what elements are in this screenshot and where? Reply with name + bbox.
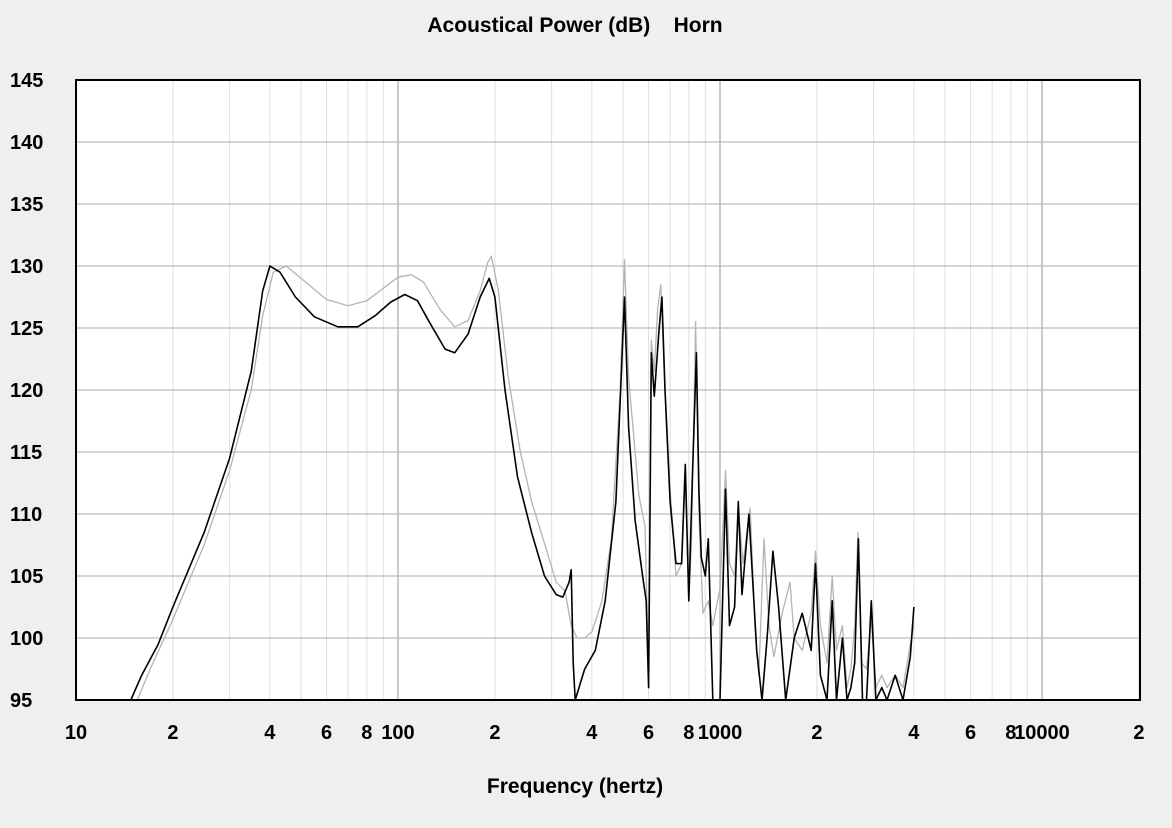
x-tick-label: 10000: [1014, 722, 1070, 744]
x-tick-label: 4: [264, 722, 276, 744]
x-axis-label: Frequency (hertz): [486, 775, 664, 798]
series-group: [130, 255, 915, 701]
y-tick-label: 140: [10, 132, 43, 154]
x-tick-label: 2: [1133, 722, 1144, 744]
x-tick-label: 6: [965, 722, 976, 744]
grid: [76, 80, 1140, 700]
x-tick-label: 6: [321, 722, 332, 744]
x-tick-label: 8: [361, 722, 372, 744]
x-tick-label: 8: [1005, 722, 1016, 744]
y-tick-label: 95: [10, 690, 32, 712]
y-tick-label: 110: [10, 504, 42, 526]
x-tick-label: 2: [489, 722, 500, 744]
x-tick-label: 4: [908, 722, 920, 744]
x-tick-label: 6: [643, 722, 654, 744]
y-tick-label: 120: [10, 380, 43, 402]
y-tick-label: 125: [10, 318, 43, 340]
x-tick-label: 10: [65, 722, 87, 744]
x-tick-label: 4: [586, 722, 598, 744]
series-line-2: [130, 265, 915, 701]
x-tick-label: 8: [683, 722, 694, 744]
x-tick-label: 100: [381, 722, 414, 744]
y-tick-label: 100: [10, 628, 43, 650]
y-tick-label: 135: [10, 194, 43, 216]
y-tick-label: 105: [10, 566, 43, 588]
chart-title: Acoustical Power (dB) Horn: [427, 14, 723, 37]
y-tick-label: 115: [10, 442, 42, 464]
y-tick-label: 145: [10, 70, 43, 92]
x-tick-label: 2: [811, 722, 822, 744]
y-axis-ticks: 145 140 135 130 125 120 115 110 105 100 95: [10, 70, 43, 712]
x-tick-label: 1000: [698, 722, 743, 744]
x-tick-label: 2: [167, 722, 178, 744]
plot-frame: [75, 79, 1141, 701]
y-tick-label: 130: [10, 256, 43, 278]
